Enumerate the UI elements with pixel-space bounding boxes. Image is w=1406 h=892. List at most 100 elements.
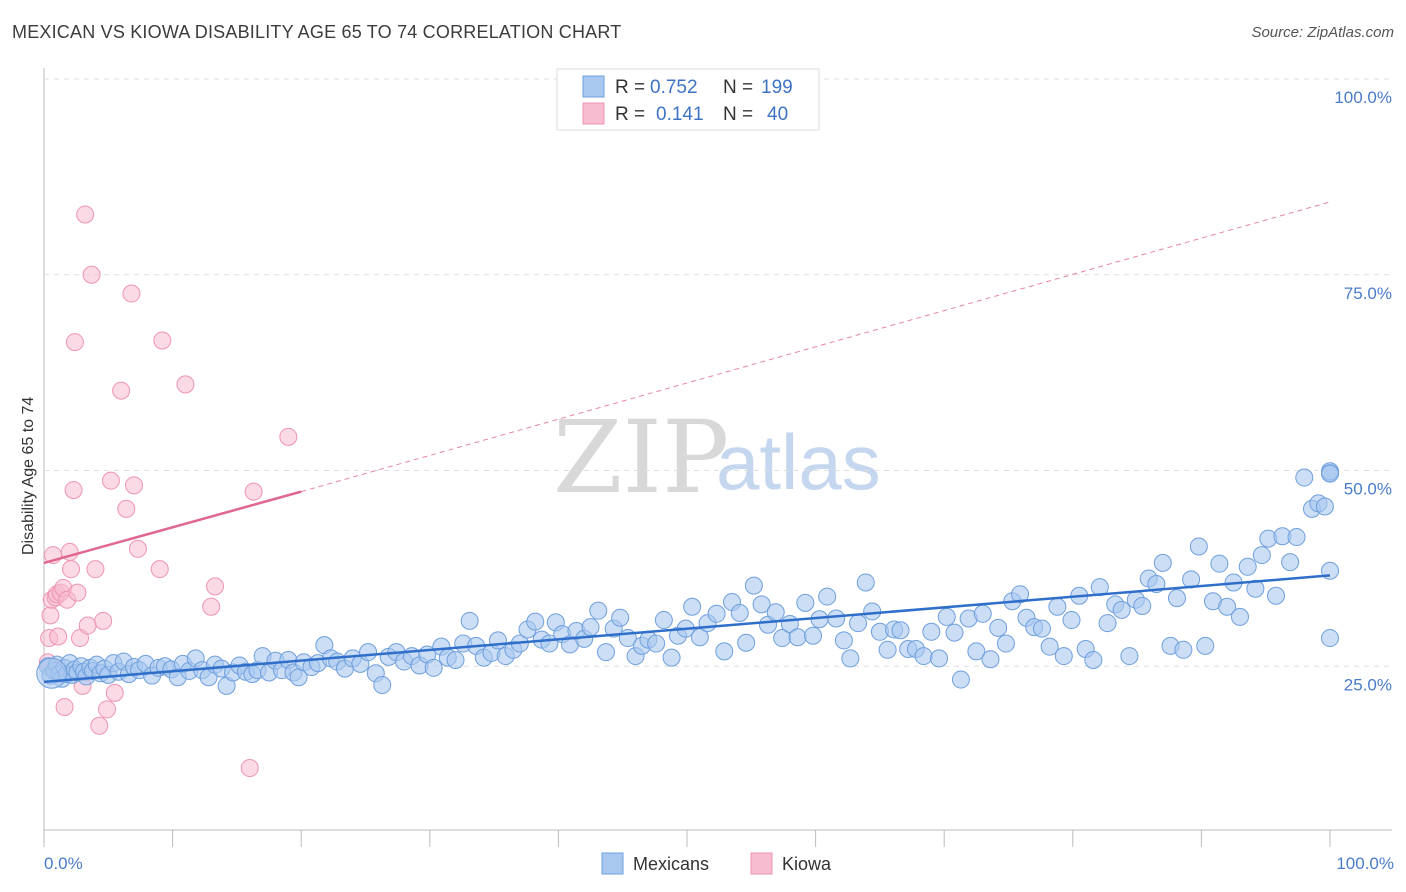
kiowa-point [64, 481, 83, 500]
x-tick-label-min: 0.0% [44, 854, 83, 873]
mexicans-point [737, 633, 756, 652]
bottom-legend-label-kiowa: Kiowa [782, 854, 832, 874]
mexicans-point [1287, 528, 1306, 547]
legend-n-label-1: N = [723, 77, 753, 98]
mexicans-point [1315, 497, 1334, 516]
kiowa-point [62, 560, 81, 579]
source-label: Source: ZipAtlas.com [1251, 24, 1394, 41]
mexicans-point [989, 618, 1008, 637]
mexicans-point [818, 587, 837, 606]
mexicans-point [788, 628, 807, 647]
y-tick-label-25: 25.0% [1344, 675, 1392, 694]
kiowa-trend-line [43, 490, 302, 565]
kiowa-point [153, 331, 172, 350]
mexicans-point [611, 608, 630, 627]
mexicans-point [849, 614, 868, 633]
mexicans-point [662, 648, 681, 667]
mexicans-point [1084, 650, 1103, 669]
mexicans-point [730, 604, 749, 623]
kiowa-point [41, 606, 60, 625]
mexicans-point [526, 612, 545, 631]
mexicans-point [581, 618, 600, 637]
mexicans-point [945, 623, 964, 642]
kiowa-point [101, 471, 120, 490]
mexicans-point [359, 643, 378, 662]
mexicans-point [996, 634, 1015, 653]
mexicans-point [1040, 637, 1059, 656]
mexicans-point [834, 631, 853, 650]
mexicans-point [654, 611, 673, 630]
mexicans-point [683, 597, 702, 616]
mexicans-point [1210, 554, 1229, 573]
mexicans-point [1281, 553, 1300, 572]
mexicans-point [766, 603, 785, 622]
mexicans-point [424, 658, 443, 677]
kiowa-point [202, 597, 221, 616]
mexicans-point [951, 670, 970, 689]
mexicans-point [796, 593, 815, 612]
mexicans-point [1266, 586, 1285, 605]
mexicans-point [589, 601, 608, 620]
mexicans-point [1321, 464, 1339, 483]
legend-r-label-2: R = [615, 104, 645, 125]
mexicans-point [1153, 553, 1172, 572]
kiowa-point [240, 759, 259, 778]
mexicans-point [752, 595, 771, 614]
kiowa-point [90, 716, 109, 735]
kiowa-point [176, 375, 195, 394]
mexicans-point [1011, 585, 1030, 604]
mexicans-point [1167, 589, 1186, 608]
legend-r-label-1: R = [615, 77, 645, 98]
mexicans-point-cluster [36, 657, 68, 689]
kiowa-point [117, 499, 136, 518]
kiowa-point [94, 611, 113, 630]
trend-lines [43, 201, 1331, 684]
mexicans-trend-line [43, 574, 1331, 684]
kiowa-point [122, 284, 141, 303]
y-axis-label: Disability Age 65 to 74 [20, 397, 37, 555]
mexicans-point [596, 643, 615, 662]
mexicans-point [863, 602, 882, 621]
mexicans-point [930, 649, 949, 668]
bottom-legend-swatch-kiowa [750, 852, 773, 875]
mexicans-point [707, 604, 726, 623]
mexicans-point [744, 576, 763, 595]
mexicans-point [856, 573, 875, 592]
y-tick-labels: 25.0% 50.0% 75.0% 100.0% [1334, 88, 1392, 694]
kiowa-point [65, 333, 84, 352]
watermark-atlas: atlas [716, 418, 881, 506]
mexicans-point [373, 676, 392, 695]
kiowa-point [76, 205, 95, 224]
y-tick-label-100: 100.0% [1334, 88, 1392, 107]
mexicans-point [1321, 629, 1339, 648]
legend-r-value-2: 0.141 [656, 104, 704, 125]
mexicans-point [891, 621, 910, 640]
kiowa-point [244, 482, 263, 501]
chart-title: MEXICAN VS KIOWA DISABILITY AGE 65 TO 74… [12, 22, 622, 42]
mexicans-point [647, 634, 666, 653]
kiowa-point [206, 577, 225, 596]
x-axis-ticks [43, 830, 1331, 847]
kiowa-point [68, 583, 87, 602]
kiowa-point [279, 427, 298, 446]
legend-n-value-1: 199 [761, 77, 793, 98]
top-legend: R = 0.752 N = 199 R = 0.141 N = 40 [556, 68, 820, 131]
mexicans-point [488, 631, 507, 650]
mexicans-point [1238, 557, 1257, 576]
mexicans-point [1246, 579, 1265, 598]
mexicans-point [1295, 468, 1314, 487]
watermark-zip: ZIP [553, 399, 729, 516]
legend-swatch-kiowa [582, 102, 605, 125]
mexicans-point [1252, 546, 1271, 565]
kiowa-point [125, 476, 144, 495]
mexicans-point [827, 609, 846, 628]
mexicans-point [1196, 636, 1215, 655]
kiowa-point [150, 560, 169, 579]
mexicans-point [1032, 619, 1051, 638]
kiowa-point [86, 560, 105, 579]
mexicans-point [1120, 647, 1139, 666]
mexicans-point [967, 642, 986, 661]
mexicans-point [914, 647, 933, 666]
kiowa-point [98, 700, 117, 719]
